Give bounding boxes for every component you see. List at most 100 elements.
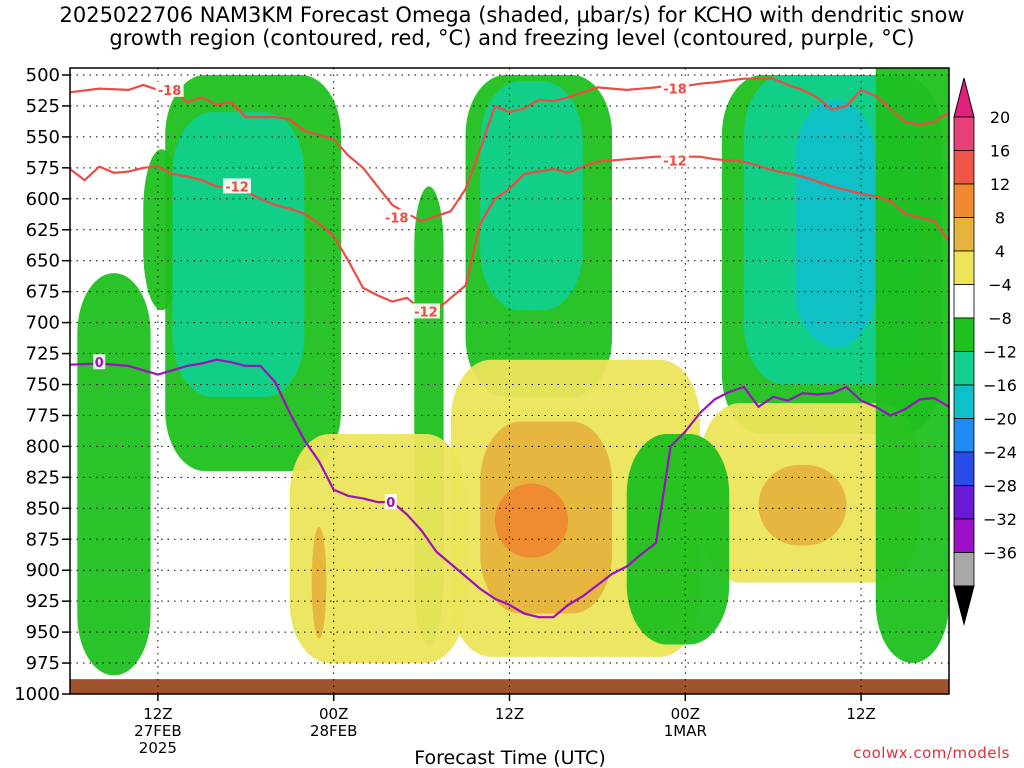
colorbar-label-7: −12 <box>983 343 1017 362</box>
colorbar-label-2: 12 <box>990 175 1010 194</box>
x-tick-label-30-0: 12Z <box>495 705 524 723</box>
y-tick-label-825: 825 <box>26 467 60 488</box>
colorbar-label-13: −36 <box>983 544 1017 563</box>
omega-region-3 <box>172 112 305 397</box>
colorbar-label-11: −28 <box>983 477 1017 496</box>
x-tick-label-42-1: 1MAR <box>664 722 707 740</box>
credit-link[interactable]: coolwx.com/models <box>853 744 1010 762</box>
contour-labels: -18 -12 -18 -12 -18 -12 0 0 <box>93 80 690 511</box>
omega-region-18 <box>875 68 949 664</box>
colorbar-swatch-8 <box>953 384 975 419</box>
omega-region-0 <box>77 273 151 676</box>
colorbar-swatch-3 <box>953 217 975 252</box>
omega-region-12 <box>494 483 569 558</box>
contour-label-bg-1 <box>223 178 252 194</box>
contours <box>70 77 949 619</box>
colorbar-label-8: −16 <box>983 376 1017 395</box>
colorbar-label-3: 8 <box>995 209 1005 228</box>
contour-label-bg-6 <box>93 354 106 370</box>
contour--18-0 <box>70 77 949 223</box>
y-tick-label-975: 975 <box>26 653 60 674</box>
y-tick-label-775: 775 <box>26 405 60 426</box>
y-tick-label-550: 550 <box>26 127 60 148</box>
colorbar-label-1: 16 <box>990 142 1010 161</box>
y-tick-label-625: 625 <box>26 220 60 241</box>
x-axis-label: Forecast Time (UTC) <box>414 747 605 768</box>
contour--12-1 <box>70 155 949 312</box>
y-tick-label-675: 675 <box>26 282 60 303</box>
y-tick-label-875: 875 <box>26 529 60 550</box>
colorbar-swatch-13 <box>953 552 975 587</box>
grid <box>70 68 949 694</box>
y-tick-label-575: 575 <box>26 158 60 179</box>
colorbar-swatch-1 <box>953 150 975 185</box>
contour-label-7: 0 <box>386 496 395 511</box>
omega-region-16 <box>311 526 327 639</box>
contour-label-6: 0 <box>95 356 104 371</box>
colorbar-swatch-2 <box>953 183 975 218</box>
colorbar-top-arrow <box>953 77 975 118</box>
contour-label-bg-5 <box>661 152 690 168</box>
colorbar-swatch-7 <box>953 351 975 386</box>
contour-label-3: -12 <box>414 305 438 320</box>
colorbar-swatch-4 <box>953 250 975 285</box>
page-title: 2025022706 NAM3KM Forecast Omega (shaded… <box>0 4 1024 50</box>
colorbar-swatch-5 <box>953 284 975 319</box>
y-tick-label-800: 800 <box>26 436 60 457</box>
contour-label-0: -18 <box>158 84 182 99</box>
colorbar-label-12: −32 <box>983 510 1017 529</box>
colorbar-swatch-6 <box>953 317 975 352</box>
contour-label-2: -18 <box>385 211 409 226</box>
y-tick-label-1000: 1000 <box>14 684 60 705</box>
contour-0-2 <box>70 358 949 619</box>
y-tick-label-600: 600 <box>26 189 60 210</box>
colorbar-swatch-10 <box>953 451 975 486</box>
title-line-2: growth region (contoured, red, °C) and f… <box>109 26 915 50</box>
y-tick-label-700: 700 <box>26 313 60 334</box>
contour-label-bg-2 <box>382 209 411 225</box>
omega-region-17 <box>626 434 730 645</box>
contour-label-4: -18 <box>663 83 687 98</box>
colorbar-swatch-9 <box>953 418 975 453</box>
x-tick-label-54-0: 12Z <box>846 705 875 723</box>
colorbar-label-10: −24 <box>983 443 1017 462</box>
contour-label-bg-7 <box>384 494 397 510</box>
omega-region-14 <box>758 464 847 546</box>
omega-region-6 <box>480 81 583 311</box>
contour-label-1: -12 <box>225 180 249 195</box>
x-tick-label-18-1: 28FEB <box>310 722 357 740</box>
x-tick-label-42-0: 00Z <box>671 705 700 723</box>
colorbar-bottom-arrow <box>953 585 975 626</box>
colorbar-swatch-12 <box>953 518 975 553</box>
contour-label-bg-3 <box>411 303 440 319</box>
colorbar-swatch-0 <box>953 116 975 151</box>
contour-label-bg-4 <box>661 80 690 96</box>
y-tick-label-850: 850 <box>26 498 60 519</box>
y-tick-label-750: 750 <box>26 375 60 396</box>
contour-label-bg-0 <box>155 81 184 97</box>
y-tick-label-900: 900 <box>26 560 60 581</box>
title-line-1: 2025022706 NAM3KM Forecast Omega (shaded… <box>59 3 965 27</box>
x-tick-label-6-1: 27FEB <box>134 722 181 740</box>
colorbar-label-9: −20 <box>983 410 1017 429</box>
omega-region-9 <box>795 99 876 348</box>
contour-label-5: -12 <box>663 154 687 169</box>
colorbar-swatch-11 <box>953 485 975 520</box>
y-tick-label-925: 925 <box>26 591 60 612</box>
x-tick-label-6-0: 12Z <box>143 705 172 723</box>
y-axis: 500 525 550 575 600 625 650 675 700 725 750 775 800 8… <box>14 65 70 705</box>
x-tick-label-6-2: 2025 <box>139 739 177 757</box>
y-tick-label-650: 650 <box>26 251 60 272</box>
y-tick-label-950: 950 <box>26 622 60 643</box>
colorbar: 20 16 12 8 4 −4 −8 −12 −16 −20 −24 −28 −32 −36 <box>953 77 1017 626</box>
y-tick-label-500: 500 <box>26 65 60 86</box>
colorbar-label-5: −4 <box>988 276 1012 295</box>
colorbar-label-4: 4 <box>995 242 1005 261</box>
y-tick-label-525: 525 <box>26 96 60 117</box>
y-tick-label-725: 725 <box>26 344 60 365</box>
colorbar-label-0: 20 <box>990 108 1010 127</box>
x-tick-label-18-0: 00Z <box>319 705 348 723</box>
colorbar-label-6: −8 <box>988 309 1012 328</box>
